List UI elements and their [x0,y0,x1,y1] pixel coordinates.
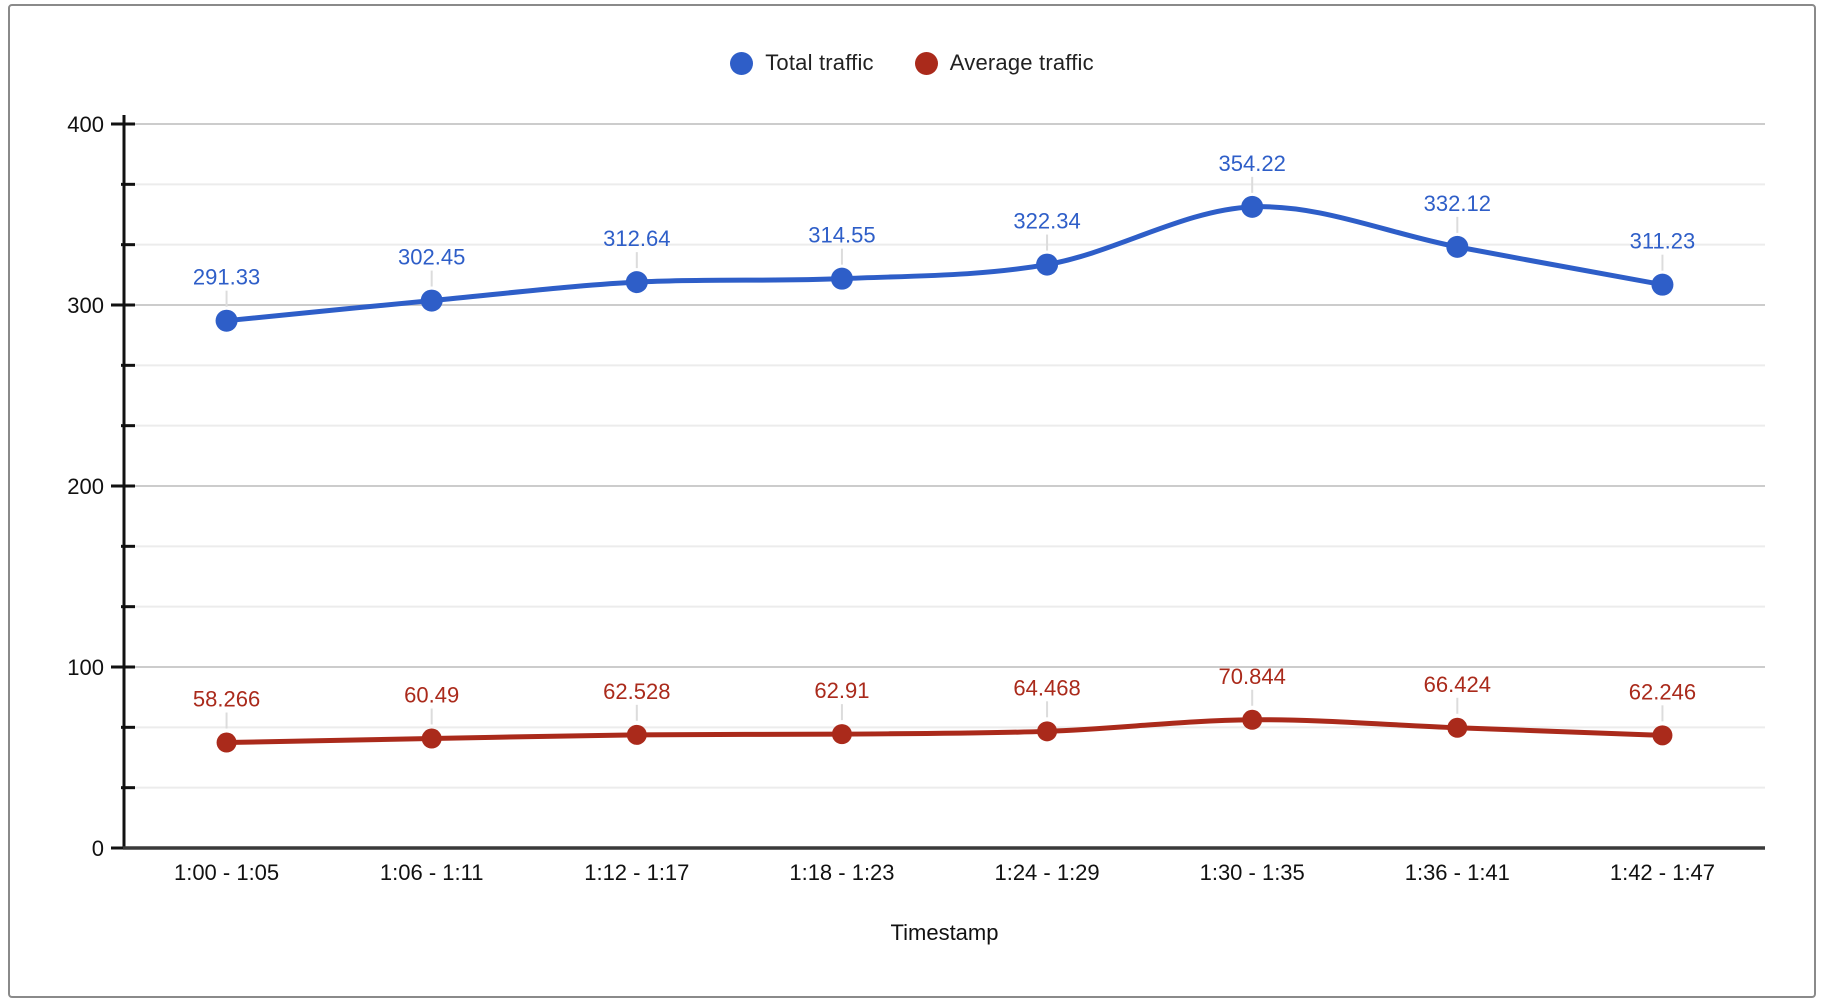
data-point-marker [831,724,852,745]
data-point-label: 312.64 [603,226,670,251]
x-axis-tick-label: 1:00 - 1:05 [174,860,279,885]
data-point-label: 291.33 [193,265,260,290]
data-point-marker [1651,273,1674,296]
data-point-marker [1446,235,1469,258]
data-point-marker [215,309,238,332]
data-point-label: 354.22 [1219,151,1286,176]
data-point-label: 311.23 [1630,229,1696,254]
data-point-label: 302.45 [398,245,465,270]
data-point-label: 62.91 [814,678,869,703]
data-point-label: 60.49 [404,683,459,708]
x-axis-tick-label: 1:12 - 1:17 [584,860,689,885]
legend-item-average-traffic[interactable]: Average traffic [914,50,1094,76]
y-axis-tick-label: 300 [67,293,104,318]
data-point-marker [1241,195,1264,218]
y-axis-tick-label: 0 [92,836,104,861]
x-axis-tick-label: 1:30 - 1:35 [1200,860,1305,885]
data-point-label: 62.246 [1629,679,1696,704]
data-point-marker [1652,725,1673,746]
x-axis-tick-label: 1:24 - 1:29 [994,860,1099,885]
data-point-label: 64.468 [1013,675,1080,700]
data-point-label: 332.12 [1424,191,1491,216]
x-axis-tick-label: 1:42 - 1:47 [1610,860,1715,885]
series-line-total-traffic [224,204,1665,324]
chart-legend: Total traffic Average traffic [0,50,1824,76]
data-point-label: 322.34 [1013,209,1080,234]
data-point-marker [1037,721,1058,742]
legend-label-total-traffic: Total traffic [765,50,874,75]
data-point-marker [625,271,648,294]
data-point-label: 314.55 [808,223,875,248]
data-point-label: 62.528 [603,679,670,704]
data-point-marker [626,724,647,745]
data-point-marker [421,728,442,749]
data-point-marker [1036,253,1059,276]
data-point-marker [1242,709,1263,730]
data-point-label: 58.266 [193,687,260,712]
legend-dot-total-traffic-icon [730,51,754,75]
y-axis-tick-label: 200 [67,474,104,499]
data-point-label: 70.844 [1219,664,1286,689]
legend-item-total-traffic[interactable]: Total traffic [730,50,874,76]
data-point-marker [216,732,237,753]
data-point-label: 66.424 [1424,672,1491,697]
data-point-marker [1447,717,1468,738]
x-axis-tick-label: 1:18 - 1:23 [789,860,894,885]
y-axis-tick-label: 100 [67,655,104,680]
x-axis-tick-label: 1:36 - 1:41 [1405,860,1510,885]
data-point-marker [420,289,443,312]
x-axis-title: Timestamp [890,920,999,945]
y-axis-tick-label: 400 [67,112,104,137]
x-axis-tick-label: 1:06 - 1:11 [380,860,484,885]
legend-label-average-traffic: Average traffic [949,50,1094,75]
data-point-marker [830,267,853,290]
series-line-average-traffic [224,717,1665,746]
legend-dot-average-traffic-icon [914,51,938,75]
chart-frame-border [8,4,1816,998]
